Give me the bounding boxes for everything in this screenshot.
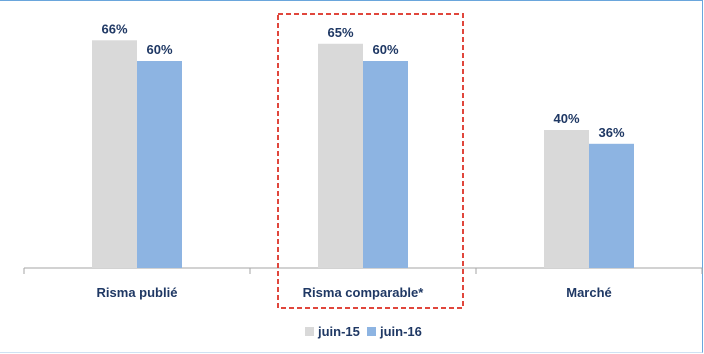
bar-juin-16-2	[589, 143, 634, 268]
data-label: 65%	[327, 25, 353, 40]
bar-juin-16-0	[137, 61, 182, 268]
data-label: 36%	[598, 125, 624, 140]
data-label: 66%	[101, 21, 127, 36]
legend-swatch	[305, 327, 314, 336]
legend-label: juin-16	[379, 324, 422, 339]
category-label: Risma comparable*	[303, 285, 425, 300]
bar-juin-15-0	[92, 40, 137, 268]
highlight-box	[277, 13, 464, 309]
data-label: 40%	[553, 111, 579, 126]
category-label: Risma publié	[97, 285, 178, 300]
legend-swatch	[367, 327, 376, 336]
bar-juin-16-1	[363, 61, 408, 268]
data-label: 60%	[372, 42, 398, 57]
bar-juin-15-2	[544, 130, 589, 268]
legend-label: juin-15	[317, 324, 360, 339]
bar-juin-15-1	[318, 43, 363, 268]
data-label: 60%	[146, 42, 172, 57]
category-label: Marché	[566, 285, 612, 300]
